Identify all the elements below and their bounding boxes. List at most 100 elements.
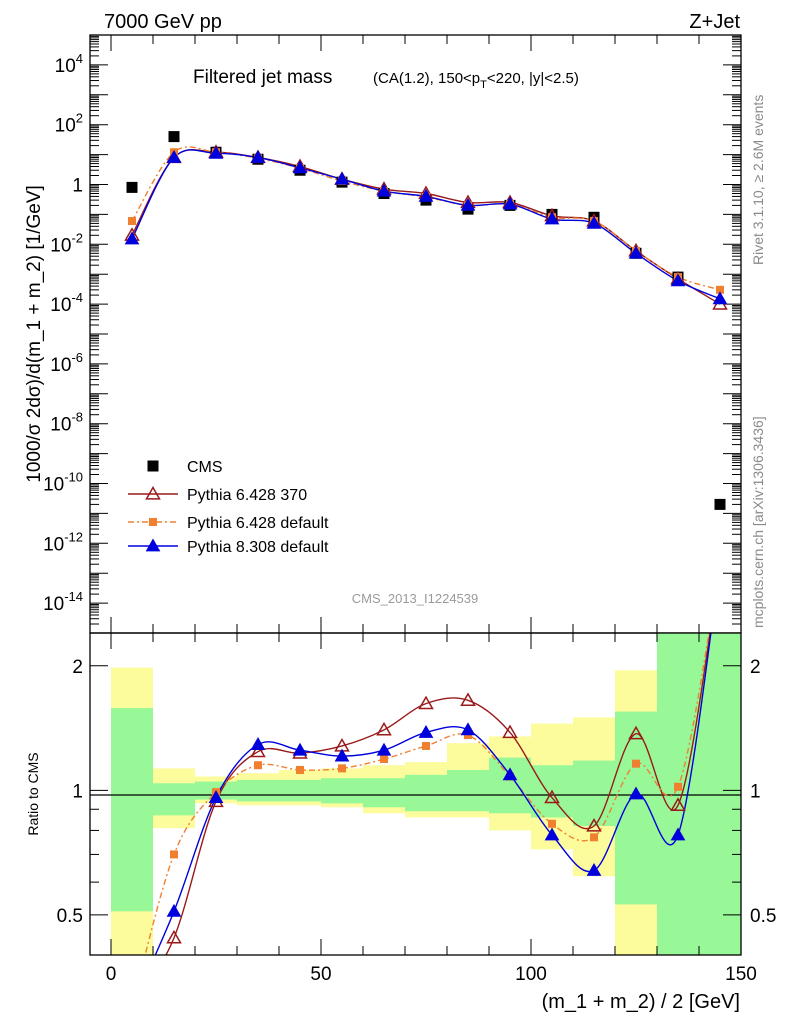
- header-left: 7000 GeV pp: [104, 11, 222, 33]
- marker-pythia-8-308-default: [502, 767, 518, 781]
- marker-pythia-6-428-default: [380, 755, 388, 764]
- uncertainty-band-inner: [321, 778, 363, 804]
- marker-pythia-6-428-370: [628, 725, 644, 740]
- uncertainty-band-inner: [615, 711, 657, 905]
- marker-pythia-6-428-370: [166, 929, 182, 944]
- marker-pythia-8-308-default: [124, 231, 140, 245]
- marker-pythia-8-308-default: [334, 748, 350, 762]
- marker-pythia-8-308-default: [292, 742, 308, 756]
- marker-pythia-8-308-default: [712, 291, 728, 305]
- mcplots-label: mcplots.cern.ch [arXiv:1306.3436]: [750, 416, 766, 628]
- y-tick-label: 104: [55, 51, 83, 77]
- uncertainty-band-inner: [363, 778, 405, 808]
- series-line-pythia-6-428-default: [131, 146, 721, 291]
- marker-pythia-8-308-default: [670, 273, 686, 287]
- series-line-pythia-6-428-370: [131, 148, 721, 305]
- y-tick-label: 10-6: [50, 350, 83, 376]
- y-axis-title: 1000/σ 2dσ)/d(m_1 + m_2) [1/GeV]: [24, 185, 45, 483]
- marker-pythia-6-428-370: [145, 485, 161, 500]
- marker-pythia-8-308-default: [376, 183, 392, 197]
- x-tick-label: 0: [106, 964, 117, 985]
- marker-pythia-8-308-default: [166, 903, 182, 917]
- legend-label-pythia-6-428-370: Pythia 6.428 370: [187, 487, 307, 504]
- marker-pythia-6-428-default: [170, 850, 178, 859]
- marker-pythia-8-308-default: [628, 245, 644, 259]
- x-axis-title: (m_1 + m_2) / 2 [GeV]: [542, 991, 740, 1013]
- marker-cms: [168, 131, 180, 143]
- marker-pythia-8-308-default: [250, 737, 266, 750]
- marker-pythia-8-308-default: [502, 196, 518, 210]
- uncertainty-band-inner: [279, 779, 321, 802]
- marker-pythia-8-308-default: [250, 149, 266, 163]
- y-tick-label: 10-2: [50, 230, 83, 256]
- marker-pythia-6-428-370: [670, 797, 686, 811]
- marker-cms: [714, 498, 726, 510]
- y-tick-label: 10-8: [50, 410, 83, 436]
- marker-pythia-8-308-default: [145, 538, 161, 552]
- uncertainty-band-inner: [405, 774, 447, 812]
- ratio-plot: 2 2 1 1 0.5 0.5 0 50 100 150: [57, 632, 776, 985]
- x-tick-label: 100: [515, 964, 547, 985]
- y-tick-label: 10-14: [43, 589, 83, 615]
- marker-pythia-8-308-default: [418, 188, 434, 202]
- marker-pythia-8-308-default: [208, 145, 224, 159]
- marker-pythia-6-428-default: [590, 833, 598, 842]
- y-tick-label: 10-4: [50, 290, 83, 316]
- marker-cms: [147, 460, 159, 472]
- marker-pythia-8-308-default: [544, 211, 560, 225]
- marker-pythia-8-308-default: [628, 786, 644, 800]
- marker-pythia-6-428-default: [716, 285, 724, 294]
- ratio-y-tick-label: 0.5: [57, 906, 83, 927]
- marker-pythia-8-308-default: [544, 827, 560, 841]
- uncertainty-band-inner: [111, 708, 153, 912]
- ratio-y-tick-label-right: 1: [750, 781, 761, 802]
- marker-pythia-8-308-default: [670, 827, 686, 841]
- legend-label-pythia-6-428-default: Pythia 6.428 default: [187, 515, 329, 532]
- marker-pythia-8-308-default: [208, 790, 224, 804]
- y-tick-label: 102: [55, 111, 83, 137]
- marker-pythia-8-308-default: [586, 863, 602, 876]
- plot-subtitle: (CA(1.2), 150<pT<220, |y|<2.5): [373, 70, 579, 91]
- ratio-y-tick-label-right: 0.5: [750, 906, 776, 927]
- marker-pythia-8-308-default: [460, 722, 476, 736]
- marker-pythia-8-308-default: [460, 197, 476, 211]
- marker-cms: [126, 181, 138, 193]
- marker-pythia-6-428-370: [376, 721, 392, 736]
- marker-pythia-6-428-default: [422, 741, 430, 750]
- marker-pythia-6-428-default: [296, 765, 304, 774]
- uncertainty-band-inner: [237, 779, 279, 802]
- marker-pythia-8-308-default: [376, 742, 392, 756]
- marker-pythia-8-308-default: [292, 160, 308, 174]
- marker-pythia-8-308-default: [166, 149, 182, 163]
- uncertainty-band-inner: [573, 760, 615, 826]
- ratio-plot-frame: [89, 632, 742, 956]
- marker-pythia-6-428-370: [544, 789, 560, 804]
- marker-pythia-6-428-default: [149, 518, 157, 526]
- y-tick-label: 1: [72, 176, 83, 197]
- marker-pythia-6-428-default: [632, 759, 640, 768]
- marker-pythia-6-428-370: [250, 743, 266, 758]
- series-line-pythia-8-308-default: [131, 149, 721, 300]
- marker-pythia-8-308-default: [418, 724, 434, 738]
- marker-pythia-6-428-default: [254, 761, 262, 770]
- legend-label-pythia-8-308-default: Pythia 8.308 default: [187, 539, 329, 556]
- marker-pythia-6-428-370: [418, 695, 434, 710]
- analysis-label: CMS_2013_I1224539: [352, 591, 479, 606]
- main-plot: 104 102 1 10-2 10-4 10-6 10-8 10-10 10-12 10-14 F…: [43, 34, 742, 634]
- marker-pythia-6-428-default: [338, 764, 346, 773]
- plot-title: Filtered jet mass: [193, 67, 332, 88]
- uncertainty-band-inner: [699, 633, 741, 955]
- y-tick-label: 10-12: [43, 529, 83, 555]
- x-tick-label: 50: [310, 964, 331, 985]
- ratio-y-tick-label: 2: [72, 657, 83, 678]
- rivet-version-label: Rivet 3.1.10, ≥ 2.6M events: [750, 95, 766, 265]
- uncertainty-band-inner: [153, 783, 195, 816]
- marker-pythia-6-428-370: [502, 724, 518, 739]
- marker-pythia-6-428-370: [586, 817, 602, 832]
- uncertainty-band-inner: [489, 757, 531, 814]
- marker-pythia-6-428-default: [674, 782, 682, 791]
- marker-pythia-6-428-default: [548, 819, 556, 828]
- marker-pythia-8-308-default: [334, 171, 350, 185]
- uncertainty-band-inner: [447, 769, 489, 812]
